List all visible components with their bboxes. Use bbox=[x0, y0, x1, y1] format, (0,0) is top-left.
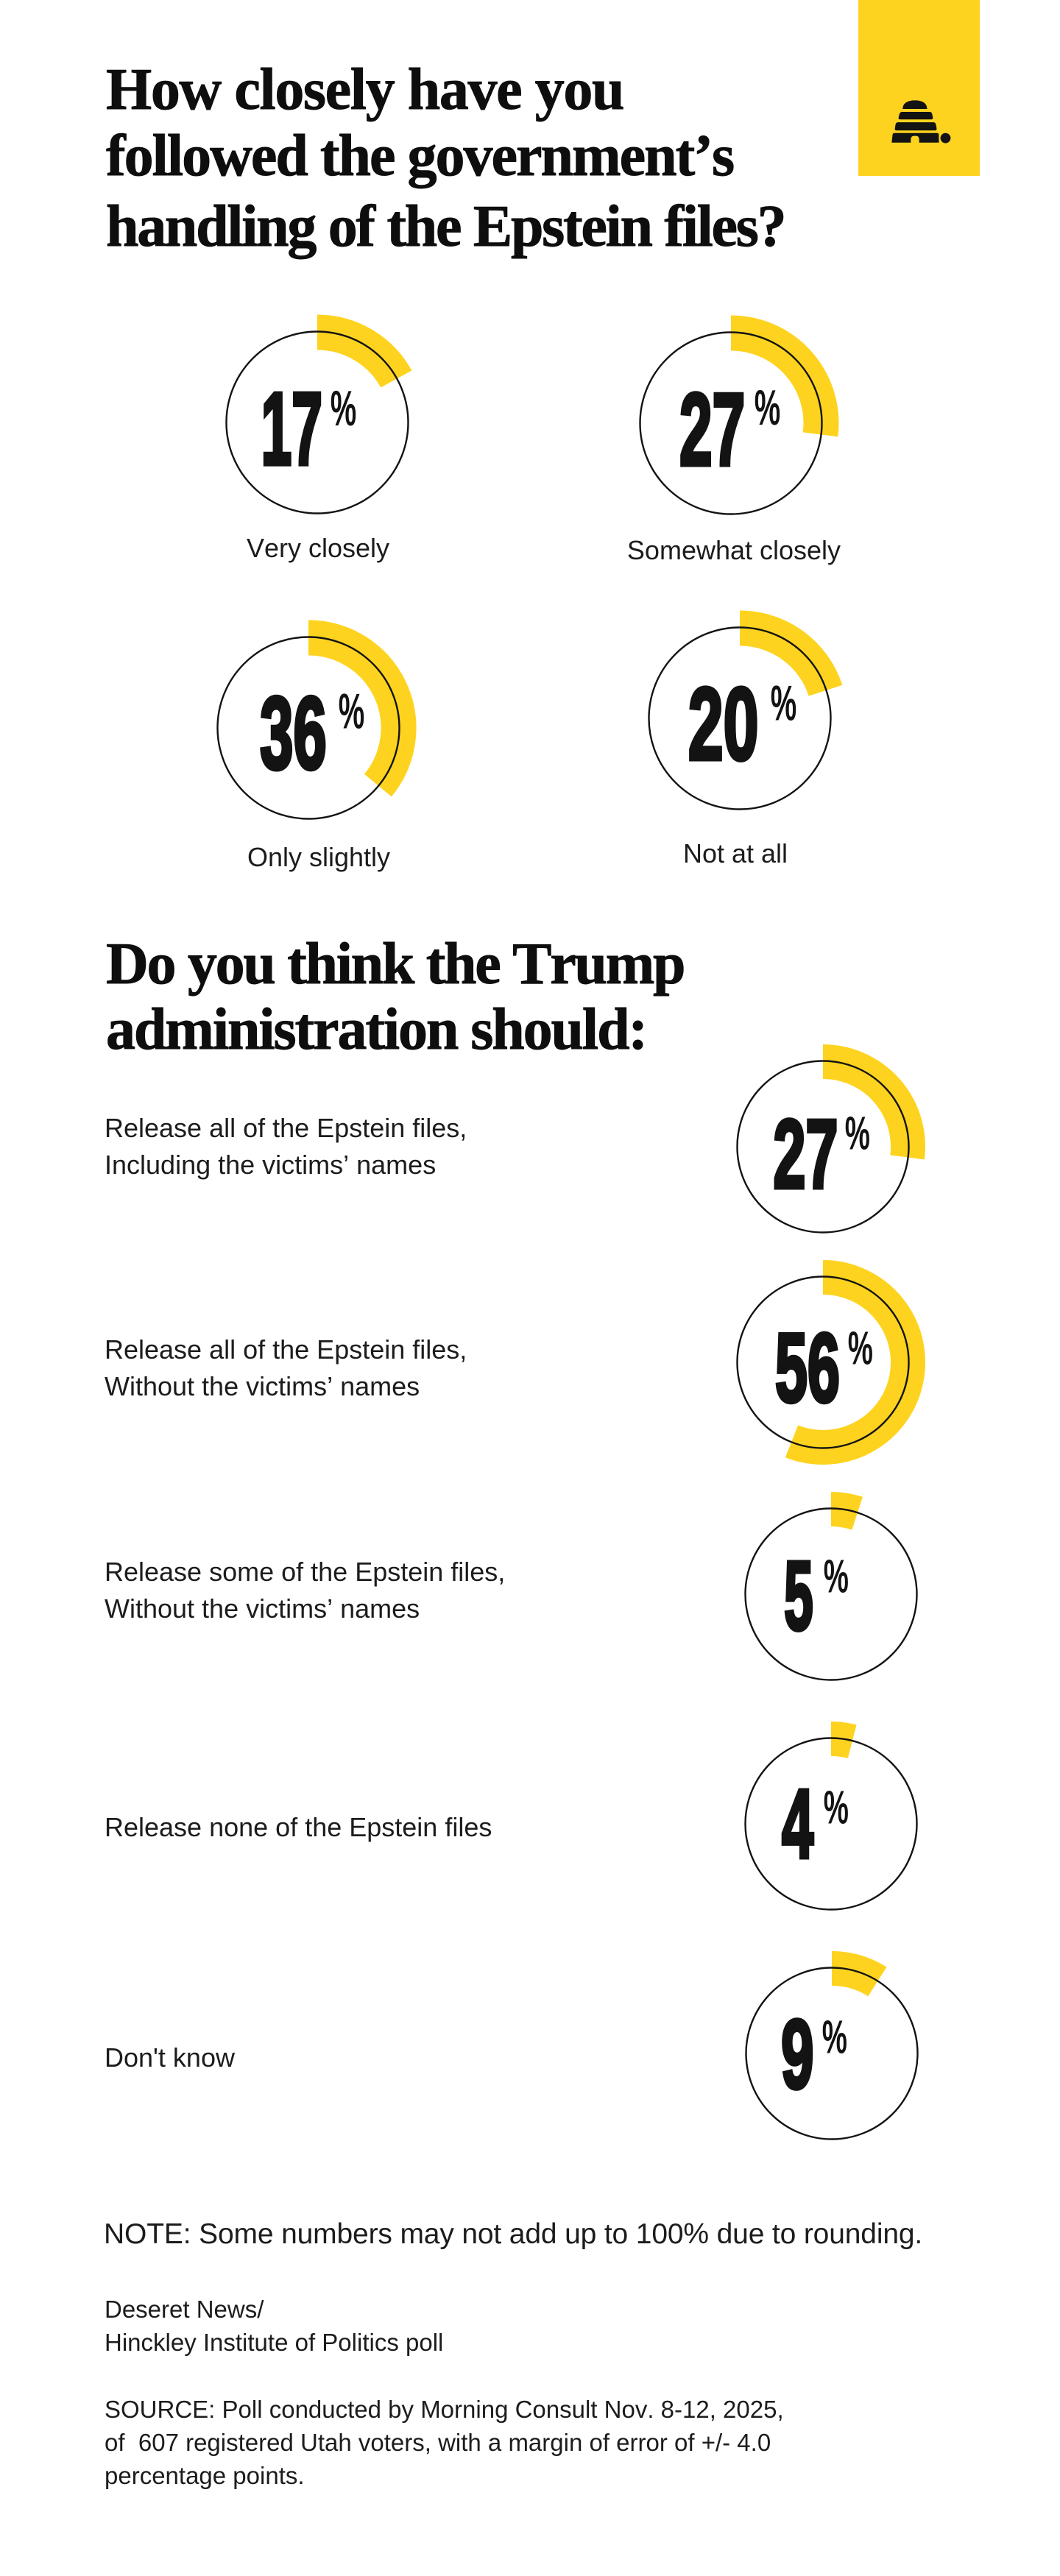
svg-text:%: % bbox=[845, 1108, 870, 1161]
svg-text:27: 27 bbox=[773, 1100, 838, 1209]
svg-text:%: % bbox=[771, 676, 797, 732]
svg-text:17: 17 bbox=[261, 371, 322, 486]
svg-text:9: 9 bbox=[781, 2000, 813, 2109]
svg-text:%: % bbox=[824, 1551, 849, 1604]
svg-text:%: % bbox=[331, 381, 357, 436]
svg-text:56: 56 bbox=[775, 1314, 840, 1423]
svg-text:%: % bbox=[339, 684, 365, 740]
svg-text:%: % bbox=[824, 1782, 849, 1835]
svg-text:36: 36 bbox=[260, 676, 327, 790]
svg-text:%: % bbox=[822, 2011, 847, 2064]
svg-text:5: 5 bbox=[784, 1540, 813, 1651]
svg-text:27: 27 bbox=[679, 373, 745, 488]
svg-text:%: % bbox=[755, 380, 781, 436]
svg-text:20: 20 bbox=[688, 666, 759, 782]
svg-text:%: % bbox=[848, 1323, 873, 1376]
svg-text:4: 4 bbox=[782, 1769, 813, 1879]
